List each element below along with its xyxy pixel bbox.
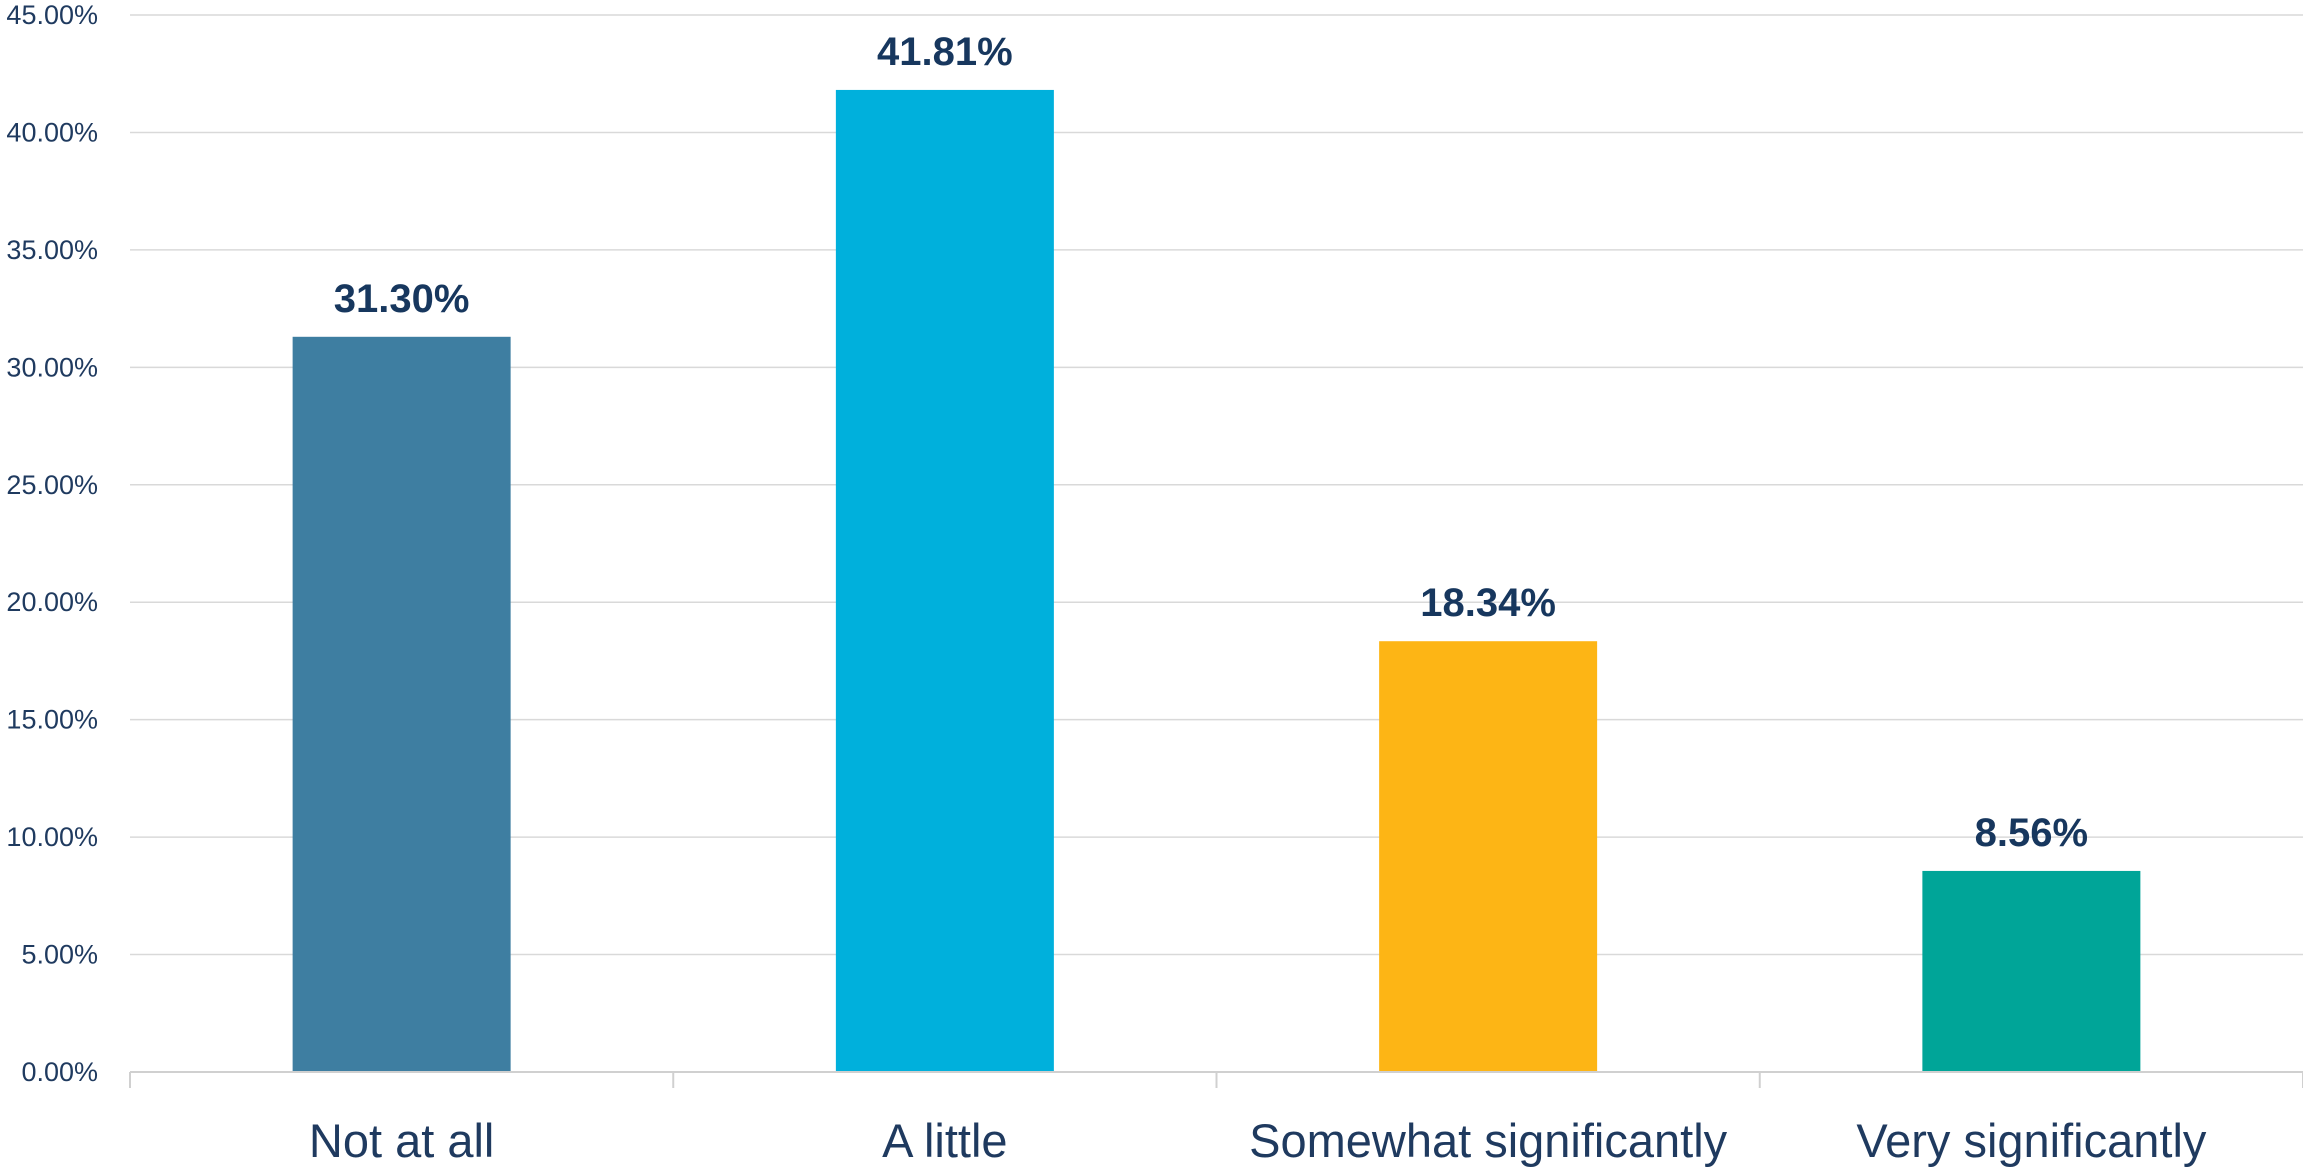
x-tick-label: A little [882, 1114, 1007, 1167]
x-tick-label: Not at all [309, 1114, 494, 1167]
y-tick-label: 5.00% [21, 940, 98, 970]
x-axis-tick-labels: Not at all A little Somewhat significantly… [309, 1114, 2207, 1167]
y-tick-label: 25.00% [6, 470, 98, 500]
bar-very-significantly [1922, 870, 2141, 1072]
x-axis [129, 1071, 2303, 1088]
y-tick-label: 15.00% [6, 705, 98, 735]
y-tick-label: 30.00% [6, 352, 98, 382]
data-label: 31.30% [334, 277, 470, 321]
data-label: 18.34% [1420, 581, 1556, 625]
bar-a-little [835, 89, 1054, 1072]
bar-not-at-all [292, 336, 511, 1072]
y-tick-label: 35.00% [6, 235, 98, 265]
data-label: 8.56% [1975, 811, 2088, 855]
y-tick-label: 0.00% [21, 1057, 98, 1087]
y-tick-label: 40.00% [6, 117, 98, 147]
x-tick-label: Very significantly [1856, 1114, 2207, 1167]
y-axis-tick-labels: 0.00% 5.00% 10.00% 15.00% 20.00% 25.00% 30.00%… [6, 0, 98, 1087]
bars [292, 89, 2141, 1072]
data-label: 41.81% [877, 30, 1013, 74]
y-tick-label: 45.00% [6, 0, 98, 30]
y-tick-label: 10.00% [6, 822, 98, 852]
bar-somewhat-significantly [1379, 641, 1598, 1072]
data-labels: 31.30% 41.81% 18.34% 8.56% [334, 30, 2088, 855]
x-tick-label: Somewhat significantly [1249, 1114, 1728, 1167]
y-tick-label: 20.00% [6, 587, 98, 617]
